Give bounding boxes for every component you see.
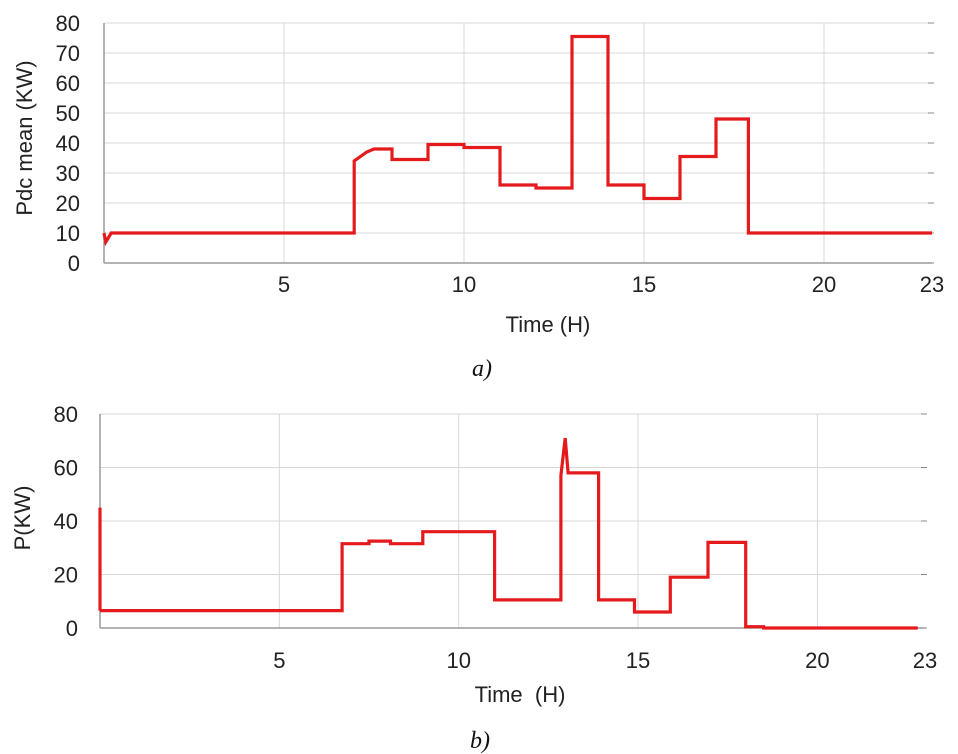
chart-b-y-ticks: 0 20 40 60 80 [54,402,78,641]
chart-b-y-tick-label: 0 [66,616,78,641]
chart-b-x-tick-label: 15 [626,648,650,673]
chart-a-x-axis-label: Time (H) [506,312,591,337]
chart-b-x-tick-label: 20 [805,648,829,673]
chart-b-y-tick-label: 60 [54,456,78,481]
chart-a-y-tick-label: 10 [56,221,80,246]
chart-a-y-tick-label: 40 [56,131,80,156]
chart-a-y-tick-label: 80 [56,11,80,36]
chart-a-y-tick-label: 50 [56,101,80,126]
chart-a-y-ticks: 0 10 20 30 40 50 60 70 80 [56,11,80,276]
chart-a-x-ticks: 5 10 15 20 23 [278,272,944,297]
chart-a-x-tick-label: 10 [452,272,476,297]
chart-b-y-tick-label: 40 [54,509,78,534]
chart-b-x-tick-label: 5 [273,648,285,673]
chart-b-grid [100,413,927,629]
chart-a-x-tick-label: 23 [920,272,944,297]
chart-b-series [98,437,918,630]
chart-b: 0 20 40 60 80 5 10 15 20 23 Time (H) P(KW) b) [10,402,937,754]
chart-a-caption: a) [472,356,492,382]
chart-b-caption: b) [470,728,490,754]
chart-b-series-line-1 [100,437,918,630]
chart-a-y-tick-label: 70 [56,41,80,66]
chart-b-y-tick-label: 20 [54,563,78,588]
chart-b-y-tick-label: 80 [54,402,78,427]
chart-a: 0 10 20 30 40 50 60 70 80 5 10 15 20 23 Time (H) Pdc… [12,11,944,382]
chart-b-y-axis-label: P(KW) [10,486,35,551]
chart-a-x-tick-label: 20 [812,272,836,297]
chart-a-axes [103,23,932,264]
chart-a-x-tick-label: 5 [278,272,290,297]
chart-a-grid [104,22,934,264]
chart-b-x-ticks: 5 10 15 20 23 [273,648,937,673]
chart-b-x-tick-label: 10 [446,648,470,673]
chart-b-x-tick-label: 23 [913,648,937,673]
chart-a-series-line-1 [102,34,932,247]
chart-a-y-tick-label: 20 [56,191,80,216]
chart-a-y-axis-label: Pdc mean (KW) [12,60,37,215]
chart-a-y-tick-label: 60 [56,71,80,96]
chart-a-x-tick-label: 15 [632,272,656,297]
chart-a-y-tick-label: 0 [68,251,80,276]
chart-a-series [102,34,932,247]
chart-b-x-axis-label: Time (H) [475,682,566,707]
chart-a-y-tick-label: 30 [56,161,80,186]
